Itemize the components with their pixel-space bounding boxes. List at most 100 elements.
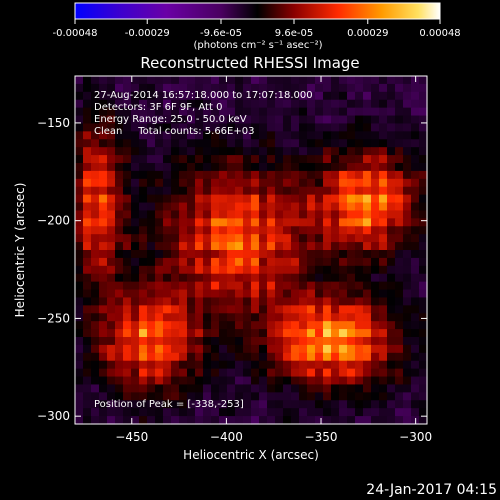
heatmap-cell [131, 344, 140, 354]
heatmap-cell [355, 170, 364, 180]
heatmap-cell [163, 329, 172, 338]
heatmap-cell [235, 281, 244, 291]
heatmap-cell [283, 376, 292, 386]
heatmap-cell [99, 376, 108, 386]
heatmap-cell [251, 107, 260, 117]
heatmap-cell [83, 384, 92, 393]
heatmap-cell [347, 83, 356, 93]
x-axis-label: Heliocentric X (arcsec) [183, 448, 319, 462]
heatmap-cell [219, 329, 228, 338]
heatmap-cell [299, 376, 308, 386]
heatmap-cell [259, 416, 268, 425]
heatmap-cell [291, 337, 300, 346]
heatmap-cell [299, 368, 308, 378]
heatmap-cell [195, 257, 204, 267]
heatmap-cell [387, 83, 396, 93]
heatmap-cell [179, 194, 188, 204]
heatmap-cell [235, 131, 244, 140]
heatmap-cell [331, 416, 340, 425]
heatmap-cell [419, 257, 428, 267]
heatmap-cell [275, 107, 284, 117]
heatmap-cell [267, 344, 276, 354]
heatmap-cell [299, 123, 308, 132]
heatmap-cell [275, 76, 284, 85]
heatmap-cell [179, 376, 188, 386]
heatmap-cell [251, 83, 260, 93]
heatmap-cell [155, 99, 164, 109]
heatmap-cell [259, 107, 268, 117]
heatmap-cell [291, 155, 300, 164]
heatmap-cell [155, 91, 164, 101]
heatmap-cell [419, 352, 428, 362]
heatmap-cell [267, 123, 276, 132]
heatmap-cell [363, 76, 372, 85]
heatmap-cell [107, 147, 116, 156]
heatmap-cell [195, 147, 204, 156]
heatmap-cell [379, 131, 388, 140]
heatmap-cell [283, 226, 292, 235]
heatmap-cell [235, 155, 244, 164]
heatmap-cell [395, 139, 404, 148]
heatmap-cell [203, 392, 212, 401]
heatmap-cell [195, 91, 204, 101]
heatmap-cell [387, 147, 396, 156]
heatmap-cell [259, 329, 268, 338]
heatmap-cell [83, 163, 92, 172]
heatmap-cell [339, 194, 348, 204]
heatmap-cell [419, 163, 428, 172]
heatmap-cell [251, 297, 260, 306]
heatmap-cell [299, 139, 308, 148]
heatmap-cell [347, 107, 356, 117]
heatmap-cell [187, 83, 196, 93]
heatmap-cell [379, 416, 388, 425]
heatmap-cell [259, 147, 268, 156]
heatmap-cell [115, 234, 124, 243]
heatmap-cell [363, 352, 372, 362]
heatmap-cell [147, 281, 156, 291]
heatmap-cell [179, 226, 188, 235]
heatmap-cell [147, 321, 156, 330]
heatmap-cell [227, 305, 236, 314]
heatmap-cell [379, 202, 388, 212]
heatmap-cell [307, 297, 316, 306]
heatmap-cell [171, 360, 180, 370]
heatmap-cell [411, 344, 420, 354]
heatmap-cell [379, 234, 388, 243]
heatmap-cell [299, 202, 308, 212]
heatmap-cell [275, 163, 284, 172]
heatmap-cell [331, 313, 340, 322]
heatmap-cell [179, 321, 188, 330]
heatmap-cell [323, 273, 332, 283]
heatmap-cell [299, 155, 308, 164]
chart-title: Reconstructed RHESSI Image [140, 54, 359, 72]
heatmap-cell [267, 337, 276, 346]
heatmap-cell [123, 273, 132, 283]
heatmap-cell [283, 194, 292, 204]
heatmap-cell [219, 139, 228, 148]
heatmap-cell [379, 368, 388, 378]
heatmap-cell [91, 186, 100, 196]
heatmap-cell [235, 178, 244, 188]
heatmap-cell [227, 376, 236, 386]
heatmap-cell [403, 250, 412, 259]
heatmap-cell [163, 163, 172, 172]
heatmap-cell [211, 408, 220, 417]
heatmap-cell [323, 99, 332, 109]
heatmap-cell [403, 329, 412, 338]
heatmap-cell [147, 265, 156, 275]
heatmap-cell [347, 76, 356, 85]
heatmap-cell [339, 210, 348, 219]
heatmap-cell [131, 400, 140, 409]
heatmap-cell [227, 289, 236, 299]
heatmap-cell [379, 313, 388, 322]
heatmap-cell [195, 155, 204, 164]
heatmap-cell [91, 329, 100, 338]
heatmap-cell [339, 234, 348, 243]
heatmap-cell [83, 337, 92, 346]
heatmap-cell [195, 337, 204, 346]
heatmap-cell [283, 400, 292, 409]
heatmap-cell [123, 163, 132, 172]
heatmap-cell [259, 91, 268, 101]
heatmap-cell [211, 392, 220, 401]
heatmap-cell [371, 273, 380, 283]
